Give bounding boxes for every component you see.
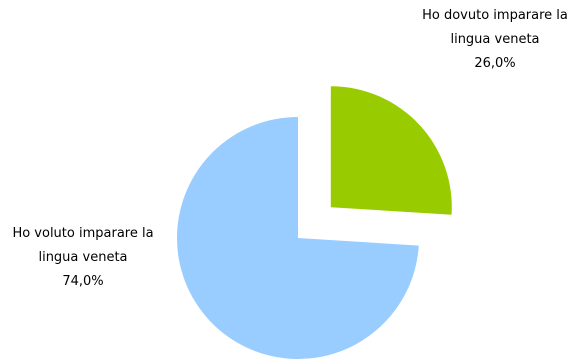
slice-ho-dovuto bbox=[330, 86, 452, 215]
label-ho-dovuto: Ho dovuto imparare la lingua veneta 26,0… bbox=[420, 4, 570, 76]
slice-ho-voluto bbox=[176, 117, 419, 359]
label-ho-dovuto-text: Ho dovuto imparare la lingua veneta bbox=[422, 8, 568, 47]
label-ho-voluto-value: 74,0% bbox=[62, 274, 104, 289]
label-ho-voluto-text: Ho voluto imparare la lingua veneta bbox=[12, 226, 154, 265]
label-ho-dovuto-value: 26,0% bbox=[474, 56, 516, 71]
label-ho-voluto: Ho voluto imparare la lingua veneta 74,0… bbox=[8, 222, 158, 294]
